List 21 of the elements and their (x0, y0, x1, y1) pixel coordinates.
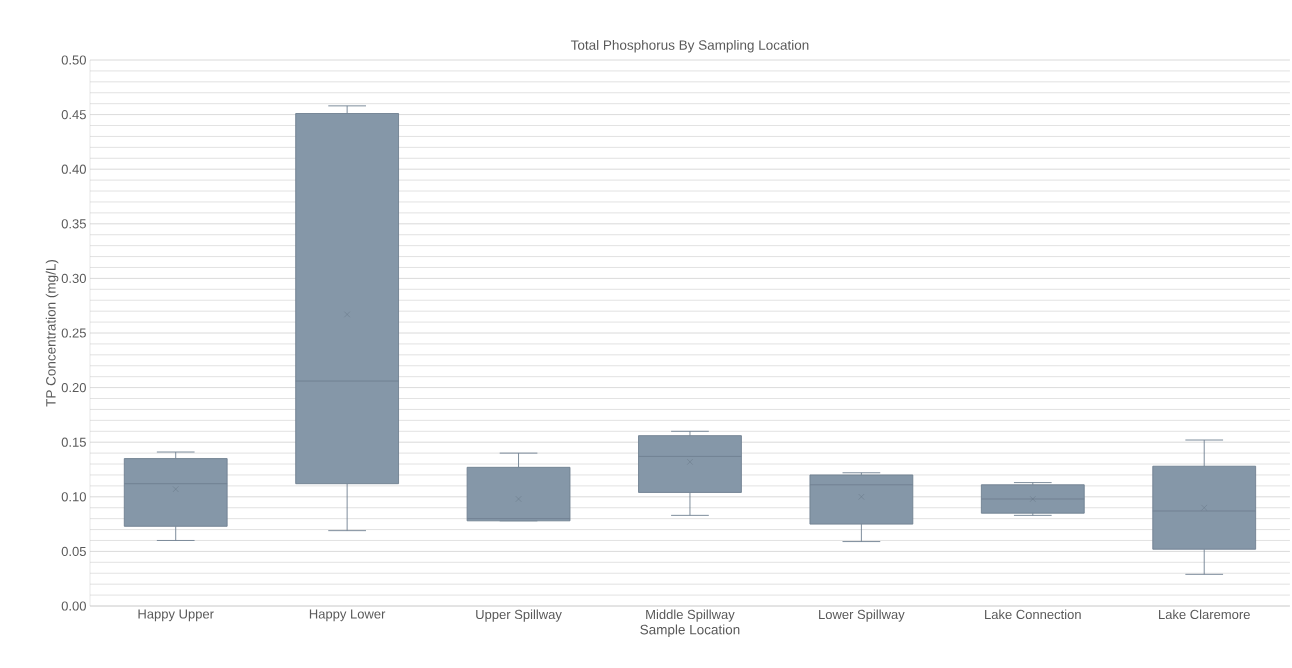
y-tick-label: 0.05 (61, 546, 86, 556)
x-tick-label: Happy Upper (138, 609, 214, 622)
x-axis-title: Sample Location (640, 624, 740, 638)
y-tick-label: 0.35 (61, 219, 86, 229)
chart-title: Total Phosphorus By Sampling Location (570, 39, 809, 53)
x-tick-label: Upper Spillway (476, 609, 562, 622)
y-tick-label: 0.20 (61, 383, 86, 393)
y-tick-label: 0.10 (61, 492, 86, 502)
x-tick-label: Lake Connection (985, 609, 1081, 620)
y-tick-label: 0.45 (61, 110, 86, 120)
y-tick-label: 0.50 (61, 55, 86, 65)
y-axis-title: TP Concentration (mg/L) (45, 259, 59, 407)
x-tick-label: Middle Spillway (646, 609, 735, 622)
x-tick-label: Lake Claremore (1159, 609, 1250, 620)
y-tick-label: 0.30 (61, 273, 86, 283)
y-tick-label: 0.00 (61, 601, 86, 611)
y-tick-label: 0.25 (61, 328, 86, 338)
y-tick-label: 0.15 (61, 437, 86, 447)
y-tick-label: 0.40 (61, 164, 86, 174)
x-tick-label: Happy Lower (309, 609, 386, 622)
x-tick-label: Lower Spillway (819, 609, 905, 622)
